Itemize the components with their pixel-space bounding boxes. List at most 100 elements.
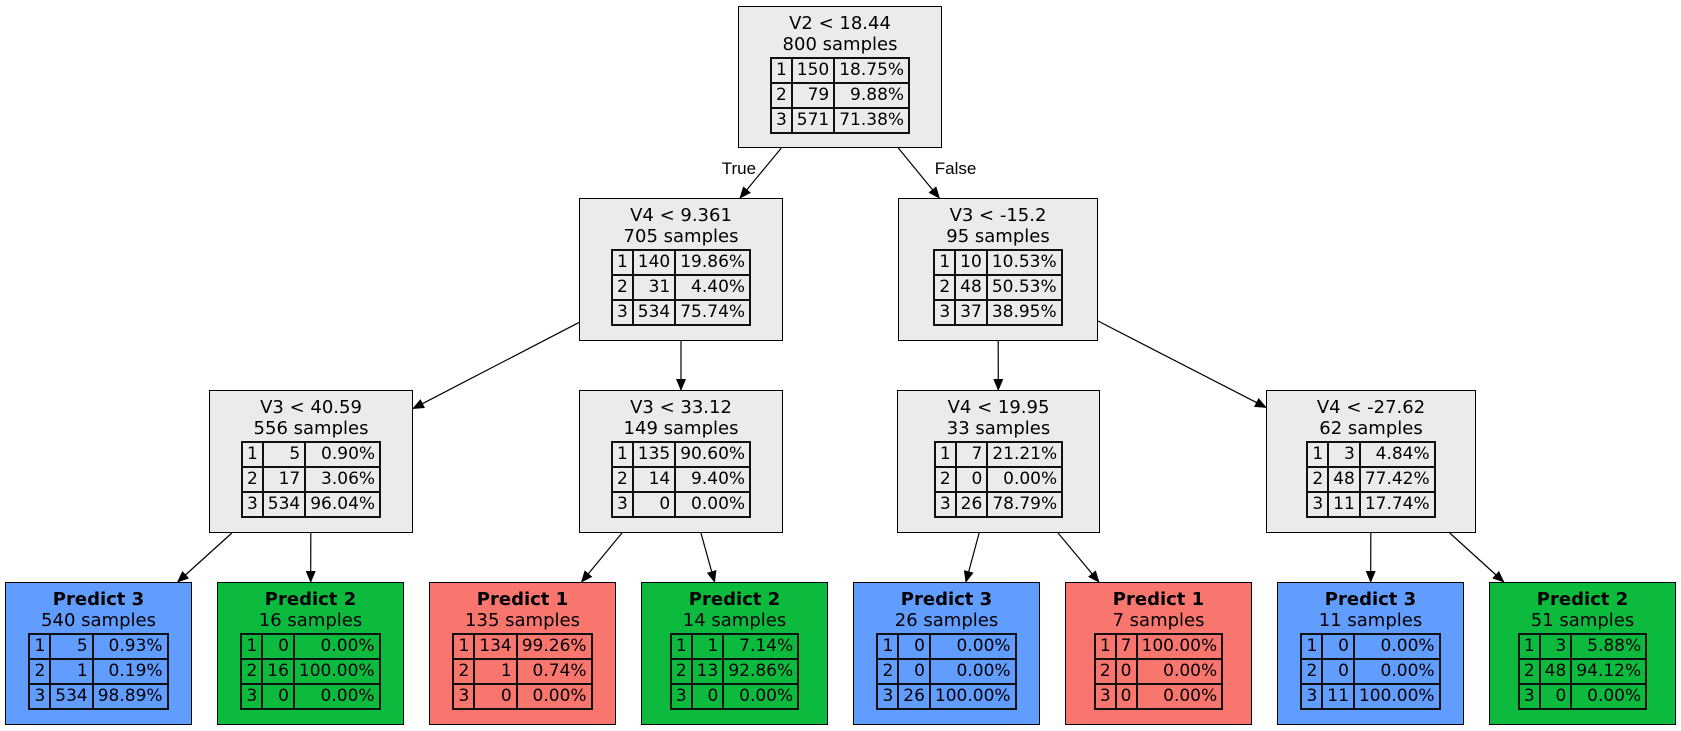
edge-label-false: False [934,159,977,178]
class-count-cell: 0 [897,658,929,683]
class-count-cell: 0 [631,491,675,516]
class-count-cell: 134 [473,635,515,658]
class-label-cell: 1 [1523,636,1535,656]
table-row: 2 16 100.00% [242,658,379,683]
node-title: Predict 3 [900,589,993,610]
node-sample-count: 26 samples [894,610,999,631]
class-percent-cell: 0.00% [515,683,591,708]
class-percent-cell: 0.00% [1352,635,1439,658]
node-title: V4 < 19.95 [947,397,1050,418]
class-label-cell: 3 [771,107,791,132]
class-label-cell: 2 [1519,658,1539,683]
class-label-cell: 3 [242,683,262,708]
class-label-cell: 2 [771,82,791,107]
node-title: Predict 3 [1324,589,1417,610]
node-sample-count: 95 samples [946,226,1050,247]
class-label-cell: 1 [882,636,894,656]
class-label-cell: 3 [242,491,262,516]
node-title: V4 < 9.361 [630,205,732,226]
class-percent-cell: 9.40% [674,466,750,491]
class-distribution-table: 1 140 19.86% 2 31 4.40% 3 534 75.74% [610,249,752,326]
edge-n5-l4 [963,532,980,583]
edge-n4-l3 [700,532,717,583]
class-label-cell: 2 [242,658,262,683]
class-count-cell: 0 [1321,658,1353,683]
table-row: 2 17 3.06% [242,466,380,491]
node-title: V3 < 40.59 [260,397,362,418]
split-node-n1: V4 < 9.361 705 samples 1 140 19.86% 2 31 4.40% 3… [579,198,783,341]
table-row: 3 0 0.00% [1095,683,1222,708]
class-distribution-table: 1 5 0.93% 2 1 0.19% 3 534 98.89% [28,633,169,710]
class-percent-cell: 0.00% [292,635,379,658]
class-percent-cell: 71.38% [833,107,909,132]
node-sample-count: 11 samples [1318,610,1423,631]
table-row: 1 135 90.60% [613,443,749,466]
class-count-cell: 150 [790,59,833,82]
class-distribution-table: 1 5 0.90% 2 17 3.06% 3 534 96.04% [240,441,382,518]
class-percent-cell: 5.88% [1570,635,1645,658]
class-percent-cell: 92.86% [722,658,798,683]
class-distribution-table: 1 3 5.88% 2 48 94.12% 3 0 0.00% [1517,633,1648,710]
class-distribution-table: 1 1 7.14% 2 13 92.86% 3 0 0.00% [669,633,800,710]
class-count-cell: 14 [631,466,675,491]
table-row: 2 0 0.00% [1095,658,1222,683]
class-count-cell: 135 [631,443,674,466]
class-percent-cell: 100.00% [928,683,1015,708]
class-label-cell: 1 [616,252,628,272]
class-count-cell: 48 [1538,658,1571,683]
class-label-cell: 1 [34,636,46,656]
class-label-cell: 1 [775,60,787,80]
node-title: Predict 2 [1536,589,1629,610]
class-label-cell: 2 [1308,466,1328,491]
class-count-cell: 1 [49,658,92,683]
class-label-cell: 2 [1095,658,1115,683]
split-node-n3: V3 < 40.59 556 samples 1 5 0.90% 2 17 3.06% 3 534… [209,390,413,533]
class-percent-cell: 100.00% [1135,635,1222,658]
node-sample-count: 556 samples [253,418,369,439]
class-label-cell: 1 [1306,636,1318,656]
class-percent-cell: 19.86% [674,251,749,274]
table-row: 2 13 92.86% [671,658,798,683]
class-label-cell: 1 [1312,444,1324,464]
class-percent-cell: 0.74% [515,658,591,683]
class-count-cell: 1 [690,635,723,658]
table-row: 2 1 0.19% [30,658,167,683]
class-distribution-table: 1 135 90.60% 2 14 9.40% 3 0 0.00% [610,441,752,518]
class-percent-cell: 90.60% [674,443,749,466]
table-row: 3 37 38.95% [935,299,1061,324]
table-row: 3 0 0.00% [454,683,591,708]
table-row: 2 48 77.42% [1308,466,1434,491]
node-sample-count: 705 samples [623,226,739,247]
table-row: 1 5 0.93% [30,635,166,658]
class-percent-cell: 10.53% [985,251,1061,274]
edge-n3-l0 [176,532,233,583]
class-percent-cell: 0.00% [1352,658,1439,683]
class-percent-cell: 0.90% [304,443,379,466]
class-count-cell: 79 [790,82,834,107]
class-percent-cell: 100.00% [292,658,379,683]
class-percent-cell: 0.00% [928,635,1015,658]
class-label-cell: 1 [246,444,258,464]
class-label-cell: 3 [671,683,691,708]
class-label-cell: 1 [939,444,951,464]
edge-n5-l5 [1057,532,1100,583]
class-label-cell: 1 [616,444,628,464]
class-label-cell: 1 [1099,636,1111,656]
class-distribution-table: 1 7 100.00% 2 0 0.00% 3 0 0.00% [1093,633,1224,710]
class-count-cell: 0 [1114,683,1136,708]
class-percent-cell: 3.06% [304,466,380,491]
class-distribution-table: 1 0 0.00% 2 16 100.00% 3 0 0.00% [240,633,381,710]
class-count-cell: 16 [261,658,293,683]
class-percent-cell: 94.12% [1570,658,1646,683]
table-row: 3 0 0.00% [612,491,750,516]
class-count-cell: 5 [261,443,304,466]
class-count-cell: 13 [690,658,723,683]
class-count-cell: 26 [897,683,929,708]
table-row: 1 0 0.00% [242,635,378,658]
class-percent-cell: 0.00% [928,658,1015,683]
class-percent-cell: 77.42% [1358,466,1434,491]
class-count-cell: 11 [1327,491,1359,516]
table-row: 1 150 18.75% [772,59,908,82]
